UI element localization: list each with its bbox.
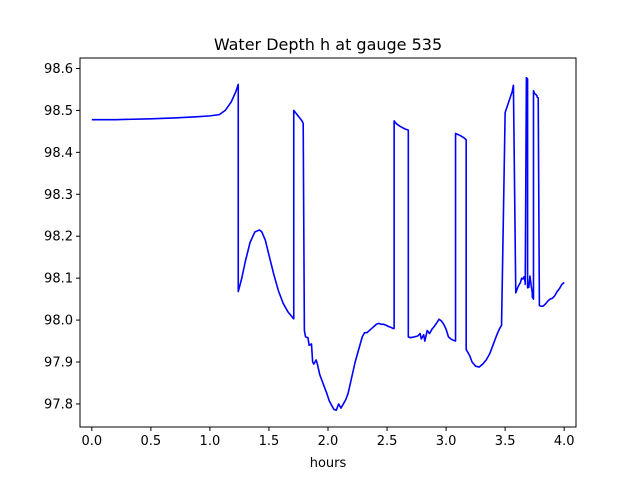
plot-area [80,58,576,427]
y-tick-label: 98.1 [44,272,73,287]
x-axis: 0.0 0.5 1.0 1.5 2.0 2.5 3.0 3.5 4.0 [81,427,575,449]
x-tick-label: 3.5 [495,434,516,449]
x-tick-label: 0.5 [141,434,162,449]
x-tick-label: 2.0 [318,434,339,449]
x-tick-label: 0.0 [81,434,102,449]
x-axis-label: hours [310,456,347,471]
x-tick-label: 2.5 [377,434,398,449]
y-tick-label: 98.4 [44,146,73,161]
series-line-0 [91,76,565,412]
x-tick-label: 4.0 [554,434,575,449]
plot-frame [79,57,577,428]
y-tick-label: 97.8 [44,397,73,412]
y-tick-label: 98.3 [44,188,73,203]
y-tick-label: 98.0 [44,314,73,329]
data-series-group [91,76,565,412]
chart-title: Water Depth h at gauge 535 [214,35,442,54]
x-tick-label: 1.5 [259,434,280,449]
y-tick-label: 98.5 [44,104,73,119]
x-tick-label: 3.0 [436,434,457,449]
y-tick-label: 98.2 [44,230,73,245]
x-tick-label: 1.0 [200,434,221,449]
y-axis: 97.8 97.9 98.0 98.1 98.2 98.3 98.4 98.5 98.6 [44,62,80,412]
y-tick-label: 98.6 [44,62,73,77]
y-tick-label: 97.9 [44,356,73,371]
